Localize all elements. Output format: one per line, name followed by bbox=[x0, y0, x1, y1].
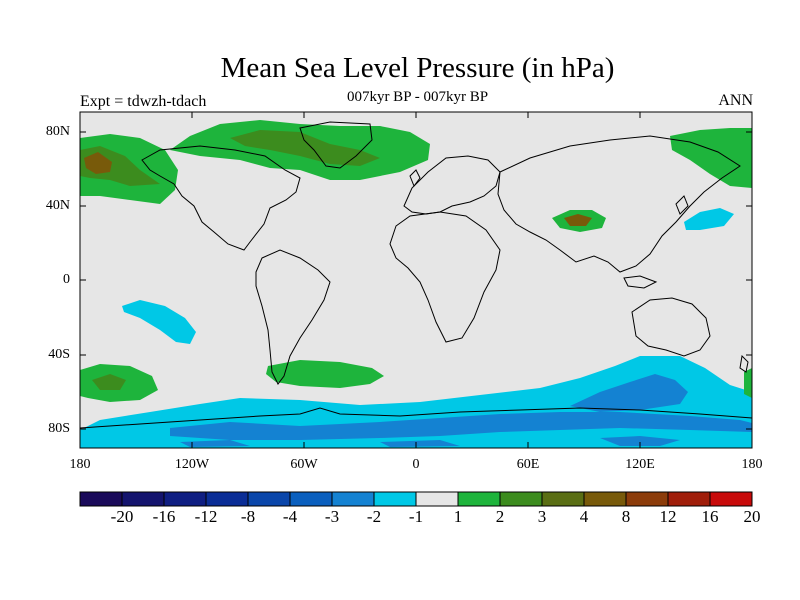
colorbar-label: -2 bbox=[366, 507, 382, 526]
africa-coast bbox=[389, 211, 501, 343]
lon-label-60w: 60W bbox=[290, 457, 318, 472]
colorbar-label: 2 bbox=[495, 507, 505, 526]
north-america-coast bbox=[141, 145, 301, 251]
nw-pacific-low-contour bbox=[684, 208, 734, 230]
colorbar-swatch bbox=[415, 491, 459, 507]
japan-coast bbox=[675, 195, 689, 215]
experiment-label: Expt = tdwzh-tdach bbox=[80, 93, 207, 110]
lat-label-0: 0 bbox=[63, 272, 70, 287]
colorbar-label: 12 bbox=[659, 507, 677, 526]
lon-label-120e: 120E bbox=[625, 457, 655, 472]
lat-label-40n: 40N bbox=[45, 198, 70, 213]
chart-subtitle: 007kyr BP - 007kyr BP bbox=[346, 89, 489, 105]
australia-coast bbox=[631, 297, 711, 357]
lat-ticks bbox=[80, 131, 752, 430]
siberia-high-contour bbox=[670, 128, 752, 188]
colorbar-label: -8 bbox=[240, 507, 256, 526]
lon-label-120w: 120W bbox=[174, 457, 210, 472]
greenland-high-core bbox=[230, 130, 380, 166]
colorbar-label: -1 bbox=[408, 507, 424, 526]
colorbar-swatch bbox=[289, 491, 333, 507]
colorbar-label: 20 bbox=[743, 507, 761, 526]
antarctic-coast-low-core bbox=[170, 412, 752, 440]
antarctic-deep-low-3 bbox=[380, 440, 460, 447]
lon-label-0: 0 bbox=[412, 457, 420, 472]
colorbar-label: 16 bbox=[701, 507, 719, 526]
chart-title: Mean Sea Level Pressure (in hPa) bbox=[220, 52, 615, 84]
colorbar-swatch bbox=[163, 491, 207, 507]
colorbar-label: 4 bbox=[579, 507, 589, 526]
colorbar-label: -3 bbox=[324, 507, 340, 526]
colorbar-swatch bbox=[583, 491, 627, 507]
lat-label-80n: 80N bbox=[45, 124, 70, 139]
colorbar-swatch bbox=[709, 491, 753, 507]
tropical-pacific-low-contour bbox=[122, 300, 196, 344]
colorbar-swatch bbox=[121, 491, 165, 507]
colorbar bbox=[79, 491, 753, 507]
colorbar-swatch bbox=[499, 491, 543, 507]
antarctica-coast bbox=[80, 407, 752, 429]
lon-label-180w: 180 bbox=[69, 457, 91, 472]
asia-coast bbox=[497, 135, 741, 273]
new-zealand-coast bbox=[739, 354, 749, 373]
lon-label-180e: 180 bbox=[741, 457, 763, 472]
antarctic-deep-low-2 bbox=[180, 440, 250, 447]
lat-label-40s: 40S bbox=[48, 347, 70, 362]
indian-ocean-low-core bbox=[570, 374, 688, 412]
colorbar-label: -4 bbox=[282, 507, 298, 526]
colorbar-swatch bbox=[667, 491, 711, 507]
lon-ticks bbox=[191, 112, 641, 448]
pressure-anomaly-field bbox=[80, 120, 752, 448]
south-pacific-high-core bbox=[92, 374, 126, 390]
indian-ocean-high-edge bbox=[744, 368, 752, 398]
alaska-high-peak bbox=[84, 152, 112, 174]
indonesia-coast bbox=[623, 275, 658, 289]
colorbar-label: 3 bbox=[537, 507, 547, 526]
antarctic-deep-low bbox=[600, 436, 680, 446]
colorbar-swatch bbox=[331, 491, 375, 507]
season-label: ANN bbox=[718, 92, 753, 109]
colorbar-swatch bbox=[205, 491, 249, 507]
colorbar-label: 8 bbox=[621, 507, 631, 526]
colorbar-swatch bbox=[541, 491, 585, 507]
greenland-coast bbox=[299, 121, 373, 169]
colorbar-label: -12 bbox=[194, 507, 218, 526]
colorbar-label: -16 bbox=[152, 507, 176, 526]
tibet-high-core bbox=[564, 214, 592, 226]
colorbar-swatch bbox=[457, 491, 501, 507]
colorbar-swatch bbox=[373, 491, 417, 507]
colorbar-swatch bbox=[79, 491, 123, 507]
south-atlantic-high-contour bbox=[266, 360, 384, 388]
lat-label-80s: 80S bbox=[48, 421, 70, 436]
lon-label-60e: 60E bbox=[516, 457, 540, 472]
south-america-coast bbox=[255, 249, 331, 385]
colorbar-swatch bbox=[625, 491, 669, 507]
colorbar-label: 1 bbox=[453, 507, 463, 526]
coastlines bbox=[80, 121, 752, 429]
colorbar-label: -20 bbox=[110, 507, 134, 526]
uk-coast bbox=[409, 169, 421, 188]
colorbar-swatch bbox=[247, 491, 291, 507]
